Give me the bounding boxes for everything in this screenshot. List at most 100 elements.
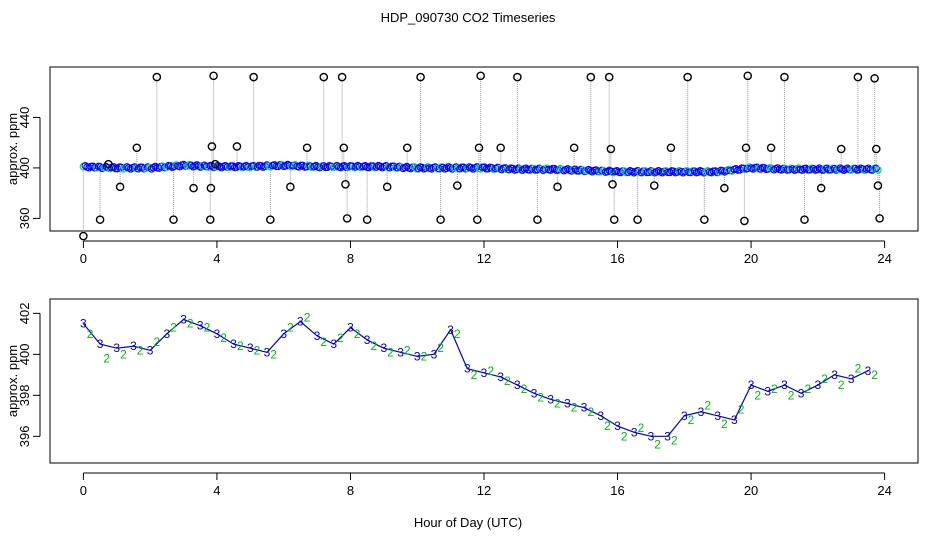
baseline-point — [628, 167, 636, 176]
series-2-point: 2 — [304, 310, 311, 324]
baseline-point — [815, 164, 824, 172]
baseline-point — [162, 163, 171, 171]
baseline-point — [711, 167, 719, 175]
raw-sample-point — [152, 72, 162, 82]
series-3-point: 3 — [581, 401, 588, 415]
baseline-point — [652, 168, 661, 176]
baseline-point — [732, 165, 740, 173]
baseline-point — [588, 167, 597, 176]
baseline-point — [550, 164, 559, 173]
baseline-point — [442, 164, 451, 172]
series-2-point: 2 — [337, 331, 344, 345]
baseline-point — [130, 163, 139, 171]
baseline-point — [183, 162, 192, 170]
baseline-point — [620, 167, 629, 175]
baseline-point — [806, 166, 814, 174]
raw-sample-point — [416, 72, 425, 82]
series-3-point: 3 — [531, 386, 538, 400]
baseline-point — [142, 164, 150, 173]
baseline-point — [794, 164, 803, 172]
raw-sample-point — [871, 144, 881, 154]
baseline-point — [830, 164, 839, 173]
top-x-axis: 0 4 8 12 16 20 24 — [80, 240, 892, 266]
series-3-point: 3 — [214, 327, 221, 341]
raw-sample-point — [780, 72, 789, 82]
baseline-point — [96, 163, 105, 171]
bottom-y-tick-label: 396 — [17, 425, 32, 447]
baseline-point — [773, 164, 782, 172]
baseline-point — [92, 164, 101, 172]
baseline-point — [414, 164, 422, 173]
bottom-x-tick-label: 24 — [877, 483, 891, 498]
raw-sample-point — [79, 231, 88, 241]
baseline-point — [427, 165, 436, 173]
baseline-point — [584, 165, 593, 174]
series-2-point: 2 — [204, 321, 211, 335]
baseline-point — [476, 165, 485, 173]
baseline-point — [834, 165, 842, 174]
baseline-point — [287, 162, 296, 171]
bottom-y-axis-label: approx. ppm — [5, 345, 20, 417]
baseline-point — [176, 162, 184, 171]
series-3-point: 3 — [481, 366, 488, 380]
baseline-point — [340, 162, 349, 170]
baseline-point — [654, 166, 663, 175]
baseline-point — [126, 165, 135, 173]
baseline-point — [389, 162, 398, 171]
raw-sample-point — [266, 215, 275, 224]
baseline-point — [633, 166, 642, 175]
top-x-tick-label: 4 — [213, 251, 220, 266]
series-2-point: 2 — [404, 343, 411, 357]
series-3-point: 3 — [364, 333, 371, 347]
baseline-point — [102, 162, 110, 171]
raw-sample-point — [476, 71, 485, 81]
series-2-point: 2 — [187, 317, 194, 331]
baseline-point — [690, 167, 699, 175]
baseline-point — [221, 161, 230, 170]
baseline-point — [683, 167, 691, 175]
raw-sample-point — [169, 215, 178, 224]
series-3-point: 3 — [97, 337, 104, 351]
raw-sample-point — [132, 143, 142, 153]
baseline-point — [410, 163, 419, 171]
raw-sample-point — [339, 143, 349, 153]
baseline-point — [847, 166, 856, 174]
raw-sample-point — [873, 181, 883, 190]
series-3-point: 3 — [781, 378, 788, 392]
series-2-point: 2 — [354, 327, 361, 341]
series-2-point: 2 — [137, 343, 144, 357]
series-3-point: 3 — [664, 429, 671, 443]
baseline-point — [448, 165, 457, 173]
baseline-point — [512, 165, 521, 174]
series-2-point: 2 — [287, 321, 294, 335]
raw-sample-point — [741, 143, 751, 153]
bottom-x-tick-label: 20 — [744, 483, 758, 498]
baseline-point — [851, 164, 859, 173]
bottom-x-tick-label: 8 — [347, 483, 354, 498]
baseline-point — [505, 165, 513, 174]
raw-sample-point — [633, 215, 642, 224]
baseline-point — [686, 168, 695, 177]
baseline-point — [295, 163, 303, 171]
series-3-point: 3 — [614, 419, 621, 433]
baseline-point — [764, 165, 772, 173]
baseline-point — [753, 163, 761, 171]
series-3-line — [82, 318, 869, 437]
raw-sample-point — [800, 215, 809, 224]
baseline-point — [501, 164, 510, 172]
series-3-point: 3 — [280, 327, 287, 341]
baseline-point — [200, 161, 209, 170]
series-3-point: 3 — [681, 409, 688, 423]
baseline-point — [843, 164, 852, 172]
raw-sample-point — [104, 159, 113, 169]
series-3-point: 3 — [381, 341, 388, 355]
baseline-point — [840, 166, 848, 174]
baseline-point — [473, 163, 481, 171]
raw-sample-point — [452, 181, 462, 190]
baseline-point — [497, 165, 506, 174]
bottom-y-tick-label: 398 — [17, 384, 32, 406]
baseline-point — [365, 163, 373, 172]
series-2-point: 2 — [153, 335, 160, 349]
raw-sample-point — [743, 71, 753, 81]
series-3-point: 3 — [431, 347, 438, 361]
